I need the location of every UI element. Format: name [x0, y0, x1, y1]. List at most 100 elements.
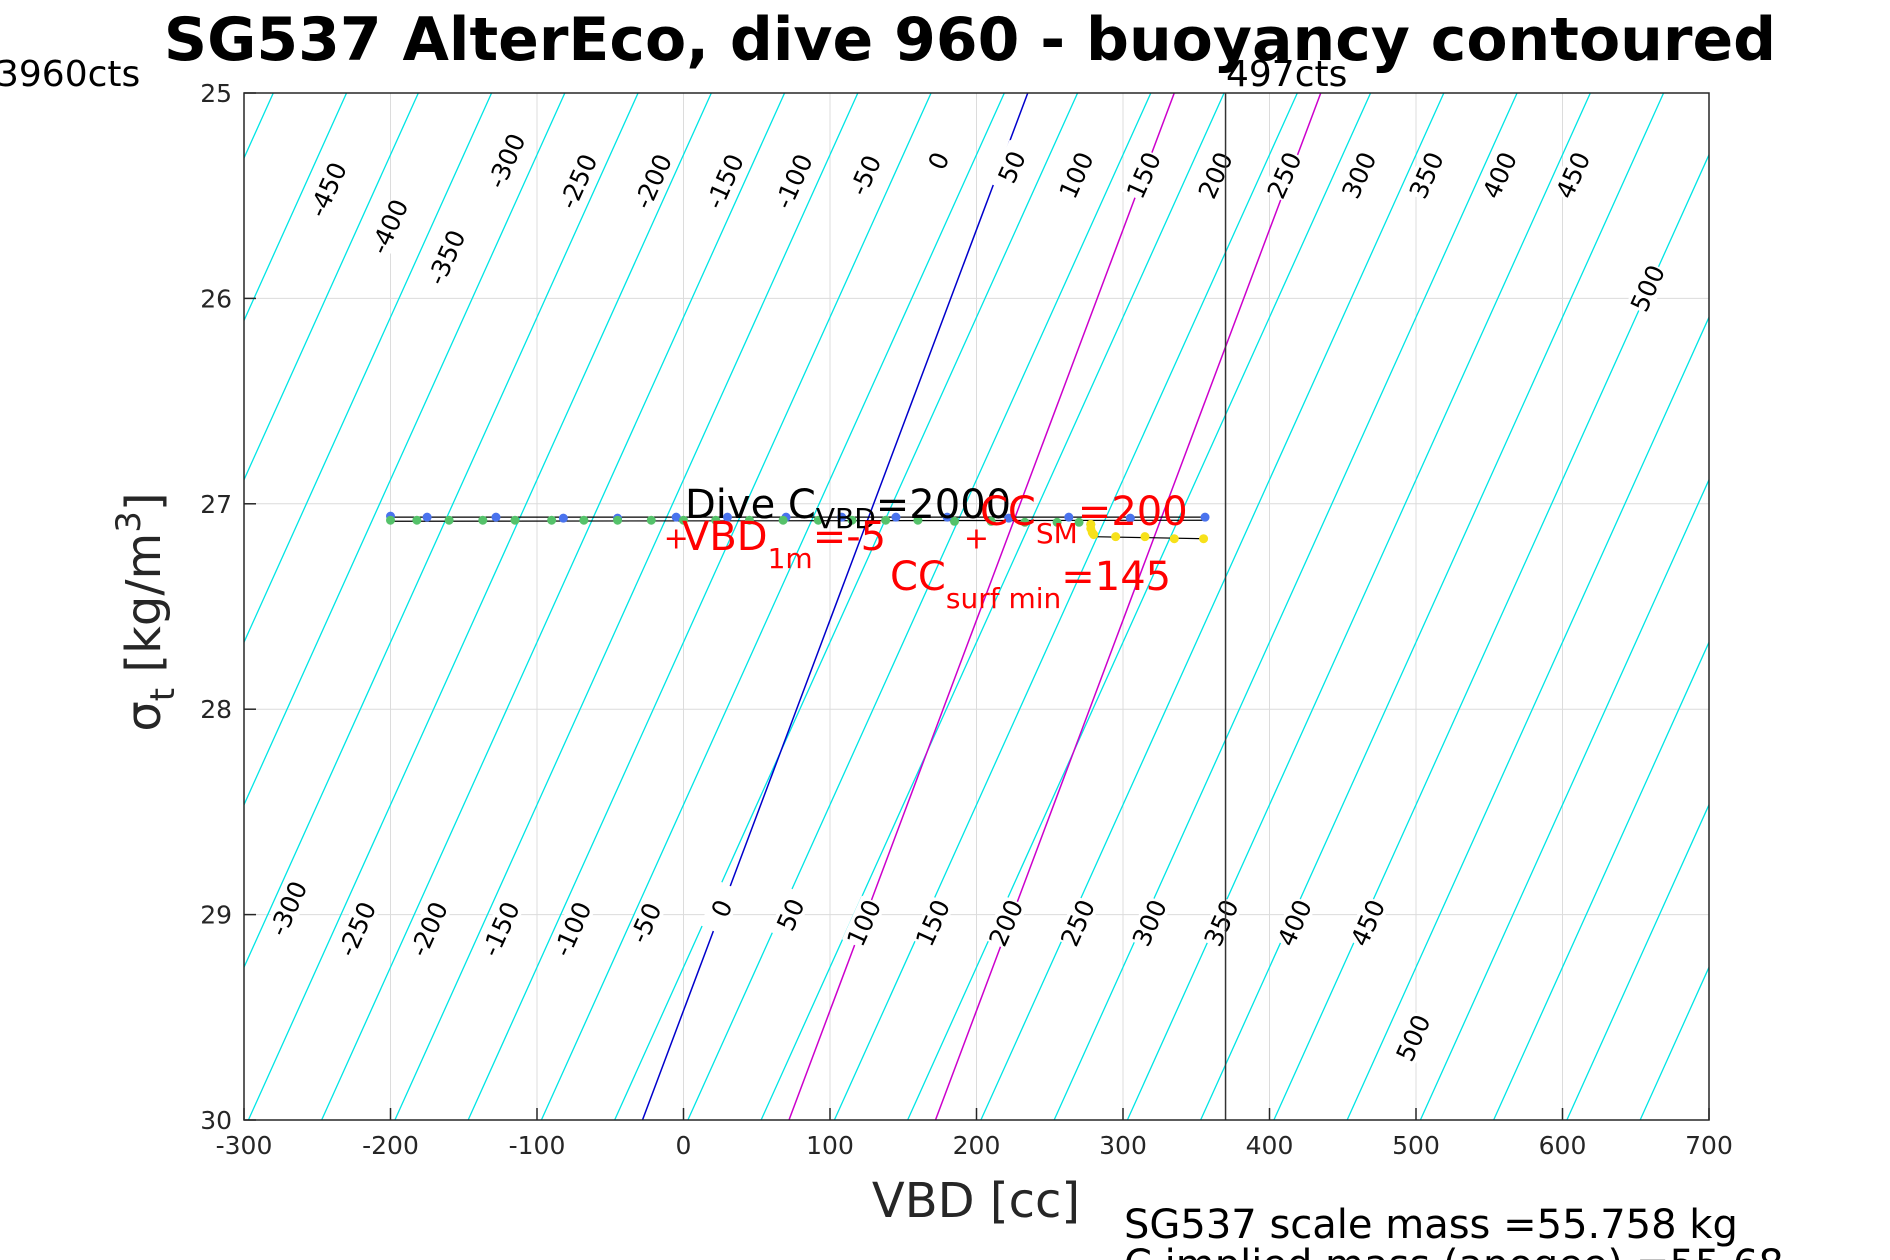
x-tick-label: -300: [216, 1131, 273, 1160]
contour-label-background: [841, 895, 886, 951]
buoyancy-contour-line: [244, 93, 493, 644]
data-point: [744, 515, 754, 525]
y-tick-label: 27: [200, 490, 232, 519]
x-tick-label: 700: [1685, 1131, 1733, 1160]
contour-label-background: [1337, 147, 1381, 203]
buoyancy-contour-line: [687, 93, 1152, 1120]
data-point: [1111, 532, 1121, 542]
data-point: [913, 515, 923, 525]
vbd-limit-counts-label: 497cts: [1226, 54, 1347, 95]
x-tick-label: 0: [676, 1131, 692, 1160]
y-axis-ticks: 25 26 27 28 29 30: [200, 79, 256, 1135]
contour-label-background: [1551, 147, 1595, 203]
implied-mass-text: C implied mass (apogee) =55.68: [1124, 1242, 1784, 1260]
contour-label-background: [1404, 147, 1448, 203]
contour-label-background: [984, 895, 1028, 951]
buoyancy-contour-line: [1419, 478, 1709, 1120]
contour-label-background: [1345, 895, 1390, 951]
data-point: [1020, 517, 1030, 527]
contour-label-background: [1272, 895, 1317, 951]
x-tick-label: 200: [953, 1131, 1001, 1160]
vbd1m-sub: 1m: [768, 542, 813, 575]
y-axis-label-units: [kg/m: [116, 533, 172, 688]
data-point: [491, 512, 501, 522]
buoyancy-contour-line: [1787, 93, 1890, 1120]
annotation-markers: + +: [664, 522, 989, 557]
contour-label-background: [771, 154, 816, 209]
data-point: [950, 516, 960, 526]
contour-label-background: [1199, 895, 1243, 951]
buoyancy-contour-line: [1200, 93, 1665, 1120]
annotations: Dive CVBD=2000 VBD1m=-5 CCSM=200 CCsurf …: [664, 482, 1188, 615]
y-axis-label-subscript: t: [143, 688, 183, 701]
buoyancy-contour-line: [907, 93, 1372, 1120]
buoyancy-contour-line: [1346, 315, 1709, 1120]
data-point: [986, 516, 996, 526]
data-point: [613, 515, 623, 525]
cc-sm-annotation: CCSM=200: [980, 489, 1188, 550]
ccsm-sub: SM: [1036, 517, 1078, 550]
y-axis-label-close: ]: [116, 492, 172, 511]
contour-label-background: [1055, 895, 1100, 951]
data-point: [1052, 517, 1062, 527]
data-point: [478, 515, 488, 525]
buoyancy-contour-line: [1273, 153, 1709, 1120]
data-point: [1074, 517, 1084, 527]
y-axis-label-exponent: 3: [109, 511, 149, 533]
x-tick-label: 400: [1246, 1131, 1294, 1160]
svg-text:σt [kg/m3]: σt [kg/m3]: [109, 492, 183, 731]
x-tick-label: 500: [1392, 1131, 1440, 1160]
contour-label-background: [305, 162, 350, 217]
contour-label-background: [623, 895, 668, 951]
plus-marker: +: [664, 522, 689, 557]
data-point: [722, 512, 732, 522]
x-tick-label: -100: [509, 1131, 566, 1160]
contour-label-background: [367, 199, 411, 254]
contour-label-background: [1121, 147, 1166, 203]
buoyancy-contour-line: [614, 93, 1079, 1120]
x-axis-label: VBD [cc]: [872, 1173, 1080, 1229]
vbd-1m-annotation: VBD1m=-5: [682, 514, 886, 575]
contour-label-background: [843, 147, 887, 203]
contour-label-background: [1625, 260, 1670, 316]
highlighted-contours: [641, 93, 1322, 1120]
data-point: [1199, 534, 1209, 544]
data-point: [711, 515, 721, 525]
contour-label-background: [556, 154, 600, 209]
buoyancy-contour-line: [247, 93, 712, 1120]
contour-label-background: [1054, 147, 1098, 203]
buoyancy-contour-line: [467, 93, 932, 1120]
buoyancy-contour-line: [1566, 803, 1709, 1120]
plus-marker: +: [964, 522, 989, 557]
vbd1m-main: VBD: [682, 514, 768, 560]
x-tick-label: 300: [1099, 1131, 1147, 1160]
contour-label-background: [768, 887, 813, 942]
ccsm-value: =200: [1078, 489, 1188, 535]
buoyancy-contour-line: [244, 93, 419, 482]
data-point: [778, 515, 788, 525]
contour-label-background: [910, 895, 955, 951]
contour-label-background: [1127, 895, 1172, 951]
data-point: [1140, 532, 1150, 542]
highlighted-contour-line: [788, 93, 1175, 1120]
buoyancy-contour-line: [540, 93, 1005, 1120]
data-point: [1200, 512, 1210, 522]
y-tick-label: 25: [200, 79, 232, 108]
data-point: [942, 512, 952, 522]
vbd1m-value: =-5: [813, 514, 886, 560]
contour-label-background: [550, 901, 594, 957]
highlighted-contour-line: [934, 93, 1322, 1120]
buoyancy-contour-line: [244, 93, 348, 323]
contour-label-background: [631, 154, 675, 209]
dive-c-sub: VBD: [816, 502, 876, 535]
ccsurf-value: =145: [1061, 554, 1171, 600]
x-axis-ticks: -300 -200 -100 0 100 200 300 400 500 600 700: [216, 1108, 1733, 1160]
data-point: [510, 515, 520, 525]
contour-label-background: [1477, 147, 1522, 203]
highlighted-contour-line: [641, 93, 1029, 1120]
data-point: [837, 512, 847, 522]
y-tick-label: 30: [200, 1106, 232, 1135]
contour-label-background: [478, 901, 523, 957]
y-axis-label-symbol: σ: [116, 701, 172, 731]
